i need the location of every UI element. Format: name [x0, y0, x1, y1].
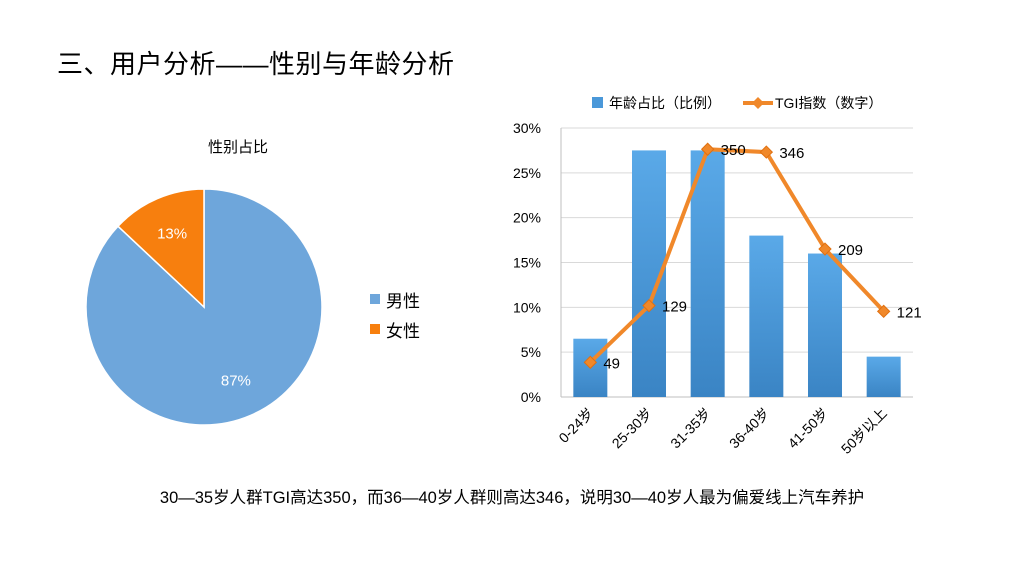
pie-slice-label-male: 87%	[221, 373, 251, 390]
tgi-marker-0	[583, 355, 598, 370]
bar-3	[749, 235, 784, 397]
tgi-data-label: 121	[897, 304, 922, 321]
x-tick-label: 41-50岁	[785, 405, 832, 452]
tgi-data-label: 350	[721, 142, 746, 159]
y-tick-label: 5%	[521, 344, 541, 360]
page-title: 三、用户分析——性别与年龄分析	[57, 49, 455, 79]
pie-chart-title: 性别占比	[208, 139, 269, 156]
tgi-marker-1	[642, 298, 656, 313]
caption-text: 30—35岁人群TGI高达350，而36—40岁人群则高达346，说明30—40…	[159, 489, 865, 507]
y-tick-label: 10%	[513, 299, 541, 315]
x-tick-label: 31-35岁	[667, 405, 714, 452]
pie-chart: 87% 13%	[85, 188, 323, 426]
bar-5	[866, 356, 901, 397]
legend-item-male: 男性	[370, 284, 420, 314]
tgi-data-label: 209	[838, 242, 863, 259]
pie-legend: 男性 女性	[370, 284, 420, 344]
tgi-data-label: 129	[662, 299, 687, 316]
x-tick-label: 25-30岁	[609, 405, 656, 452]
legend-label-female: 女性	[386, 321, 420, 341]
legend-marker-tgi	[752, 97, 764, 109]
x-tick-label: 0-24岁	[555, 405, 596, 446]
legend-swatch-female	[370, 324, 380, 334]
y-tick-label: 30%	[513, 120, 541, 136]
y-tick-label: 15%	[513, 255, 541, 271]
age-tgi-chart: 0% 5% 10% 15% 20% 25% 30% 0-24岁 25-30岁 31-35岁 36-4…	[513, 95, 922, 457]
x-tick-label: 36-40岁	[726, 405, 773, 452]
x-tick-label: 50岁以上	[838, 405, 890, 457]
tgi-marker-3	[759, 145, 774, 159]
legend-item-female: 女性	[370, 314, 420, 344]
tgi-data-label: 346	[779, 145, 804, 162]
legend-swatch-age-share	[592, 97, 603, 108]
y-tick-label: 25%	[513, 165, 541, 181]
bar-4	[808, 253, 842, 397]
y-tick-label: 0%	[521, 389, 541, 405]
pie-slice-female	[116, 188, 205, 309]
legend-swatch-male	[370, 294, 380, 304]
pie-slice-label-female: 13%	[157, 225, 187, 242]
bar-2	[690, 150, 725, 397]
tgi-marker-4	[818, 242, 832, 256]
tgi-data-label: 49	[603, 355, 620, 372]
tgi-marker-5	[876, 304, 891, 319]
tgi-line	[588, 147, 886, 364]
legend-label-male: 男性	[386, 291, 420, 311]
legend-label-age-share: 年龄占比（比例）	[609, 95, 721, 111]
y-tick-label: 20%	[513, 210, 541, 226]
tgi-marker-2	[700, 142, 715, 156]
legend-label-tgi: TGI指数（数字）	[775, 95, 882, 111]
pie-slice-male	[85, 188, 323, 426]
